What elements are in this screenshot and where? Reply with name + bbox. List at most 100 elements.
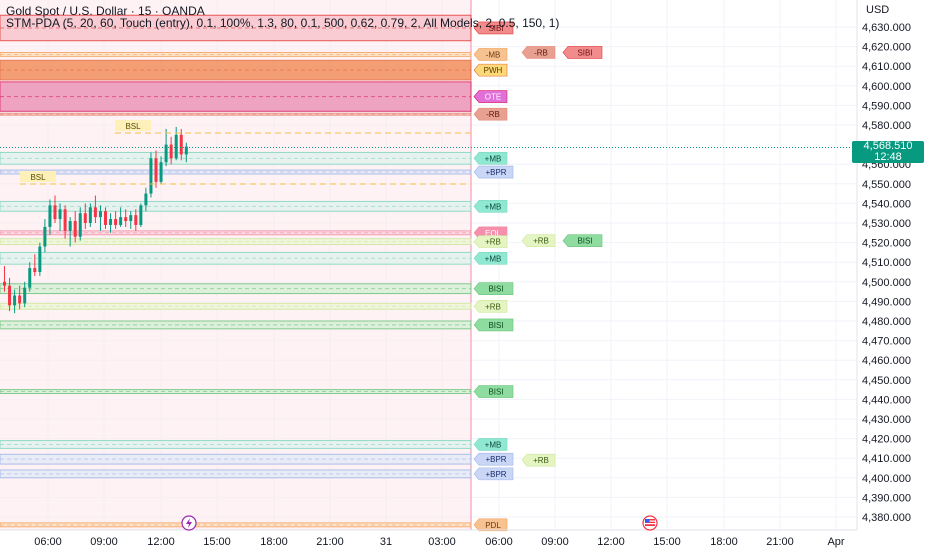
zone-label: +RB (521, 453, 556, 467)
time-tick-label: 09:00 (541, 536, 569, 548)
candle-body (68, 221, 72, 231)
currency-label[interactable]: USD (866, 4, 890, 16)
candle-body (119, 217, 123, 225)
zone-label-text: -RB (534, 48, 548, 57)
last-price-tag: 4,568.510 12:48 (852, 141, 924, 163)
zone-label-tag (473, 282, 514, 295)
zone-label-text: -MB (486, 50, 501, 59)
zone-label-text: BISI (488, 321, 503, 330)
zone-label-text: +BPR (485, 470, 506, 479)
price-tick-label: 4,540.000 (862, 198, 911, 210)
candle-body (73, 221, 77, 237)
zone-labels: SIBI-MBPWHOTE-RB+MB+BPR+MBEQL+RB+MBBISI+… (473, 21, 603, 532)
time-tick-label: 15:00 (653, 536, 681, 548)
zone-label-tag (473, 21, 514, 35)
zone-label-tag (562, 46, 603, 59)
lightning-icon[interactable] (181, 515, 197, 531)
candle-body (154, 158, 158, 182)
zone-label-text: SIBI (488, 24, 503, 33)
candle-body (174, 134, 178, 159)
zone-label-tag (473, 318, 514, 332)
candlesticks (0, 126, 857, 314)
zone-label: PWH (473, 63, 508, 77)
zone-label: +RB (473, 235, 508, 248)
price-tick-label: 4,380.000 (862, 512, 911, 524)
zone-label: -MB (473, 48, 508, 61)
zone-label: +BPR (473, 467, 514, 481)
price-tick-label: 4,550.000 (862, 179, 911, 191)
zone-label: BISI (473, 318, 514, 332)
time-tick-label: 12:00 (597, 536, 625, 548)
zone-label-text: +RB (533, 237, 549, 246)
price-tick-label: 4,630.000 (862, 22, 911, 34)
zone-label: BISI (473, 282, 514, 295)
candle-body (164, 144, 168, 163)
candle-body (98, 211, 102, 218)
liquidity-label: BSL (125, 122, 141, 131)
time-tick-label: Apr (827, 536, 844, 548)
zone-label-tag (473, 107, 508, 121)
zone-label: -RB (521, 46, 556, 59)
candle-body (144, 193, 148, 206)
zone-label-tag (473, 48, 508, 61)
zone-label-text: +MB (485, 440, 502, 449)
time-tick-label: 06:00 (34, 536, 62, 548)
time-tick-label: 12:00 (147, 536, 175, 548)
us-flag-icon[interactable] (642, 515, 658, 531)
zone-label: BISI (562, 234, 603, 247)
price-tick-label: 4,470.000 (862, 336, 911, 348)
zone-label: +BPR (473, 452, 514, 466)
candle-body (109, 219, 113, 225)
candle-body (58, 209, 62, 220)
price-tick-label: 4,520.000 (862, 238, 911, 250)
zone-label-tag (473, 385, 514, 398)
price-tick-label: 4,400.000 (862, 473, 911, 485)
price-tick-label: 4,450.000 (862, 375, 911, 387)
time-tick-label: 03:00 (428, 536, 456, 548)
zone-label-tag (473, 467, 514, 481)
time-tick-label: 21:00 (316, 536, 344, 548)
time-tick-label: 15:00 (203, 536, 231, 548)
price-tick-label: 4,390.000 (862, 492, 911, 504)
liquidity-markers: BSL BSL (20, 120, 471, 185)
zone-label: +BPR (473, 165, 514, 179)
candle-body (134, 215, 138, 225)
price-tick-label: 4,480.000 (862, 316, 911, 328)
zone-label-text: OTE (485, 93, 501, 102)
candle-body (23, 287, 27, 304)
candle-body (53, 205, 57, 220)
zone-label-tag (473, 235, 508, 248)
time-tick-label: 31 (380, 536, 392, 548)
zone-label-text: BISI (577, 237, 592, 246)
zone-label-text: +RB (485, 238, 501, 247)
zone-label-tag (473, 200, 508, 213)
bar-countdown: 12:48 (874, 151, 902, 163)
candle-body (93, 207, 97, 218)
zone-label-text: +BPR (485, 455, 506, 464)
price-tick-label: 4,610.000 (862, 61, 911, 73)
zone-label: +MB (473, 438, 508, 451)
zone-label-tag (473, 251, 508, 265)
candle-body (63, 209, 67, 231)
price-tick-label: 4,500.000 (862, 277, 911, 289)
candle-body (38, 246, 42, 272)
zone-label-tag (521, 234, 556, 247)
indicator-legend[interactable]: STM-PDA (5, 20, 60, Touch (entry), 0.1, … (6, 16, 560, 30)
zone-label: SIBI (473, 21, 514, 35)
zone-label-text: BISI (488, 388, 503, 397)
candle-body (88, 207, 92, 223)
symbol-title[interactable]: Gold Spot / U.S. Dollar · 15 · OANDA (6, 4, 205, 18)
zone-label-text: PWH (484, 66, 503, 75)
zone-label: +MB (473, 251, 508, 265)
liquidity-label: BSL (30, 173, 46, 182)
candle-body (48, 205, 52, 227)
zone-label-text: -RB (486, 110, 500, 119)
time-axis[interactable]: 06:00 09:00 12:00 15:00 18:00 21:00 31 03:00 06:… (0, 529, 857, 548)
zone-label-tag (473, 90, 508, 103)
price-tick-label: 4,620.000 (862, 42, 911, 54)
price-axis[interactable]: 4,630.000 4,620.000 4,610.000 4,600.000 4,59… (862, 22, 911, 524)
price-tick-label: 4,510.000 (862, 257, 911, 269)
time-tick-label: 06:00 (485, 536, 513, 548)
price-tick-label: 4,410.000 (862, 453, 911, 465)
